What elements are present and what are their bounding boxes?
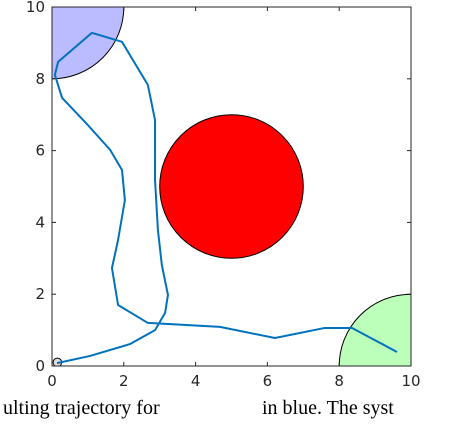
region (338, 293, 411, 366)
y-tick-label: 2 (35, 285, 45, 303)
y-tick-label: 10 (26, 0, 45, 16)
y-tick-label: 0 (35, 357, 45, 375)
x-tick-label: 0 (47, 372, 57, 390)
caption: in blue. The syst (262, 397, 394, 419)
x-tick-label: 6 (263, 372, 273, 390)
x-tick-label: 4 (191, 372, 201, 390)
y-tick-label: 8 (35, 70, 45, 88)
x-tick-label: 8 (334, 372, 344, 390)
y-tick-label: 4 (35, 213, 45, 231)
region (52, 7, 125, 80)
region (159, 114, 304, 259)
caption: ulting trajectory for (3, 397, 160, 419)
y-tick-label: 6 (35, 142, 45, 160)
x-tick-label: 10 (401, 372, 420, 390)
trajectory (53, 31, 398, 365)
axes-box (51, 6, 412, 367)
x-tick-label: 2 (119, 372, 129, 390)
